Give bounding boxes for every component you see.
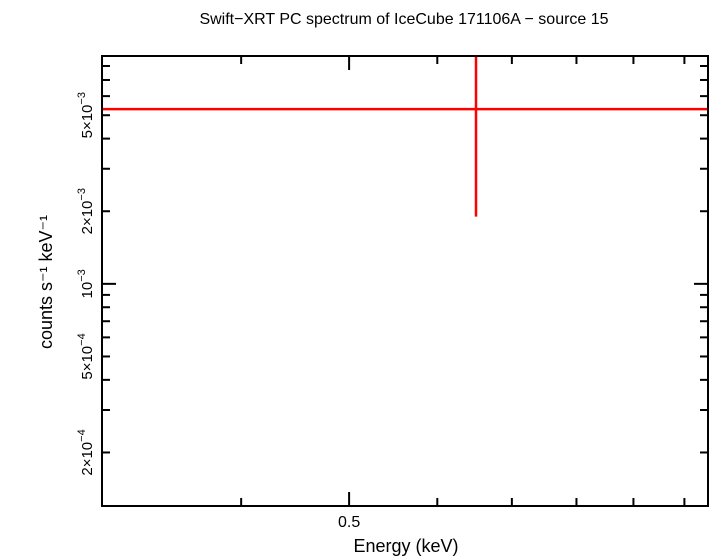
y-tick-label: 2×10−3 <box>76 188 96 234</box>
y-tick-label: 2×10−4 <box>76 429 96 475</box>
y-tick-label: 5×10−4 <box>76 333 96 379</box>
data-series <box>102 56 708 217</box>
axis-ticks <box>101 56 708 506</box>
x-axis-label: Energy (keV) <box>353 536 458 556</box>
y-tick-labels: 5×10−3 2×10−3 10−3 5×10−4 2×10−4 <box>76 92 96 476</box>
y-axis-label: counts s⁻¹ keV⁻¹ <box>36 215 56 349</box>
x-tick-labels: 0.5 <box>338 514 360 531</box>
chart-title: Swift−XRT PC spectrum of IceCube 171106A… <box>199 11 608 28</box>
plot-frame <box>101 55 709 507</box>
y-tick-label: 10−3 <box>76 269 96 298</box>
x-tick-label: 0.5 <box>338 514 360 531</box>
y-tick-label: 5×10−3 <box>76 92 96 138</box>
